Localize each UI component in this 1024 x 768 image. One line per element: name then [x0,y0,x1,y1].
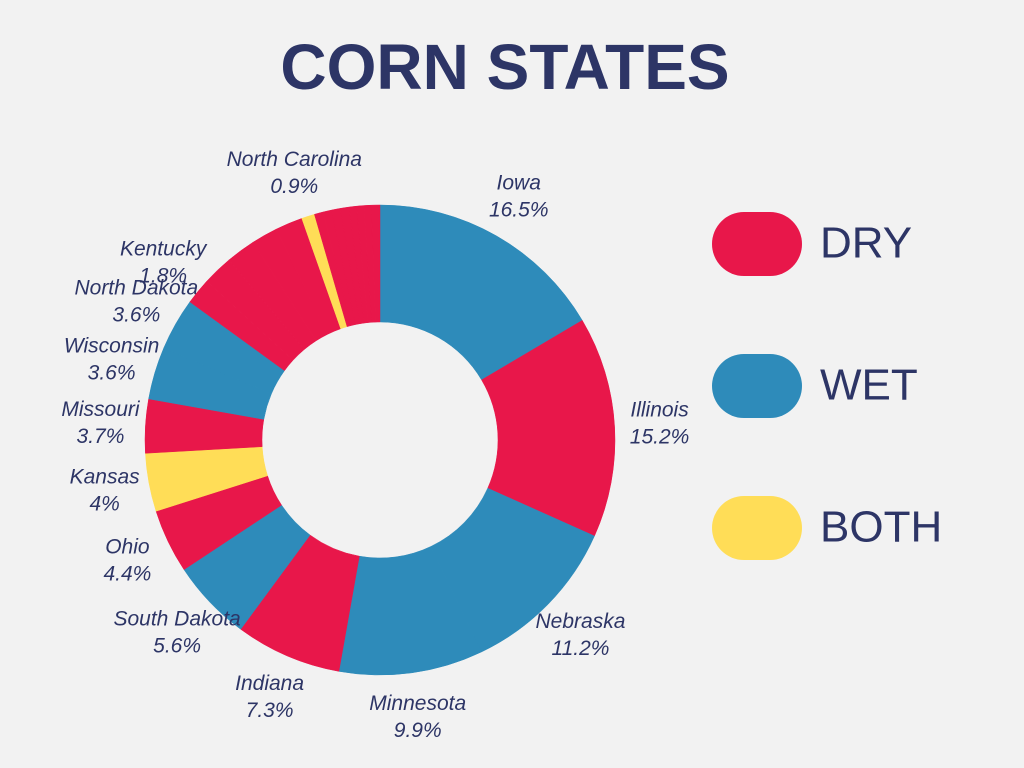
slice-value: 3.6% [88,362,136,385]
slice-label: North Dakota [74,277,198,300]
slice-label: Indiana [235,672,304,695]
slice-value: 5.6% [153,634,201,657]
slice-value: 4% [89,492,119,515]
legend-label: BOTH [820,503,942,552]
slice [379,204,583,381]
slice-label: Minnesota [369,692,466,715]
slice-label: North Carolina [227,148,362,171]
slice-value: 11.2% [551,637,609,660]
slice-value: 3.7% [77,425,125,448]
slice-label: South Dakota [113,607,240,630]
slice-label: Nebraska [536,610,626,633]
slice-value: 7.3% [246,699,294,722]
slice-value: 16.5% [489,198,549,221]
chart-title: CORN STATES [280,31,729,103]
slice-label: Wisconsin [64,335,160,358]
slice-label: Missouri [61,398,141,421]
slice-label: Kentucky [120,237,208,260]
slice-value: 4.4% [103,562,151,585]
slice [481,320,616,537]
slice-value: 15.2% [630,426,690,449]
legend-label: DRY [820,219,912,268]
slice-label: Kansas [70,465,141,488]
legend-swatch [712,496,802,560]
legend-swatch [712,354,802,418]
slice-value: 1.8% [139,264,187,287]
slice-value: 0.9% [270,175,318,198]
slice-label: Illinois [630,399,689,422]
legend-swatch [712,212,802,276]
slice-label: Ohio [105,535,150,558]
slice-label: Iowa [497,171,541,194]
slice-value: 9.9% [394,719,442,742]
slice-value: 3.6% [112,304,160,327]
legend-label: WET [820,361,918,410]
slice [370,204,381,323]
